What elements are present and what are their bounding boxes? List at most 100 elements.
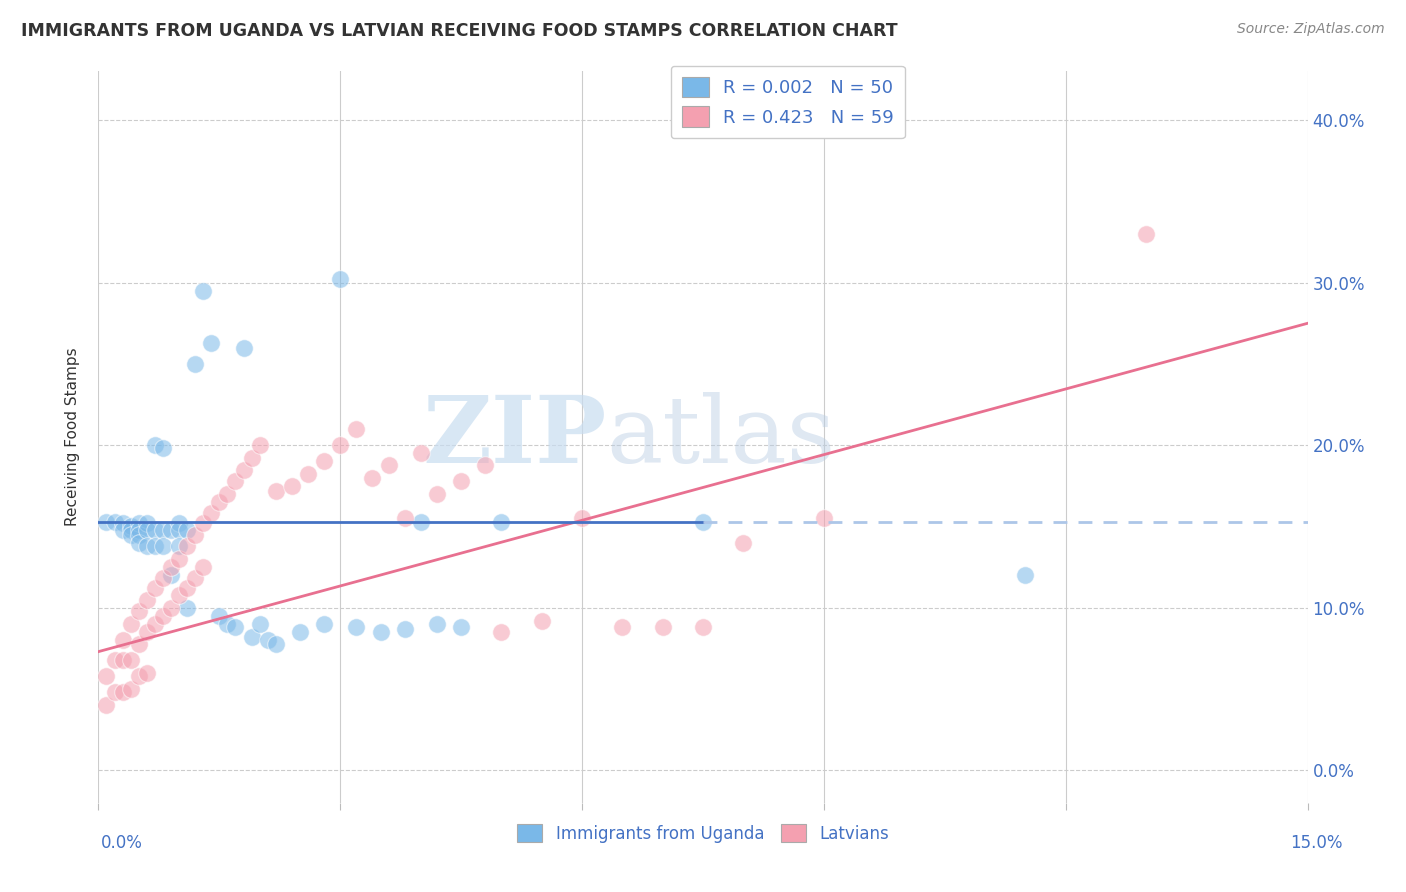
Point <box>450 620 472 634</box>
Point <box>128 535 150 549</box>
Point <box>409 515 432 529</box>
Point <box>394 622 416 636</box>
Point <box>120 653 142 667</box>
Point <box>224 474 246 488</box>
Point <box>143 581 166 595</box>
Point <box>193 516 215 531</box>
Point <box>193 284 215 298</box>
Point <box>240 451 263 466</box>
Point <box>813 511 835 525</box>
Point <box>152 523 174 537</box>
Point <box>530 614 553 628</box>
Point <box>344 620 367 634</box>
Point <box>184 572 207 586</box>
Point <box>208 608 231 623</box>
Point <box>152 608 174 623</box>
Point <box>167 552 190 566</box>
Point <box>167 588 190 602</box>
Legend: Immigrants from Uganda, Latvians: Immigrants from Uganda, Latvians <box>510 818 896 849</box>
Point <box>160 523 183 537</box>
Text: IMMIGRANTS FROM UGANDA VS LATVIAN RECEIVING FOOD STAMPS CORRELATION CHART: IMMIGRANTS FROM UGANDA VS LATVIAN RECEIV… <box>21 22 897 40</box>
Point <box>96 669 118 683</box>
Point <box>184 527 207 541</box>
Point <box>377 458 399 472</box>
Point <box>128 523 150 537</box>
Point <box>200 507 222 521</box>
Point <box>176 523 198 537</box>
Point <box>96 698 118 713</box>
Point <box>120 527 142 541</box>
Point <box>249 617 271 632</box>
Point <box>612 620 634 634</box>
Point <box>128 669 150 683</box>
Point <box>692 515 714 529</box>
Point <box>240 630 263 644</box>
Point <box>224 620 246 634</box>
Point <box>111 685 134 699</box>
Point <box>361 471 384 485</box>
Point <box>160 600 183 615</box>
Point <box>111 633 134 648</box>
Text: 0.0%: 0.0% <box>101 834 143 852</box>
Point <box>167 539 190 553</box>
Point <box>232 462 254 476</box>
Point <box>128 604 150 618</box>
Point <box>96 515 118 529</box>
Text: ZIP: ZIP <box>422 392 606 482</box>
Point <box>120 519 142 533</box>
Point <box>176 581 198 595</box>
Point <box>491 625 513 640</box>
Point <box>143 523 166 537</box>
Point <box>264 636 287 650</box>
Point <box>256 633 278 648</box>
Point <box>249 438 271 452</box>
Point <box>111 653 134 667</box>
Point <box>651 620 673 634</box>
Point <box>120 681 142 696</box>
Point <box>176 539 198 553</box>
Y-axis label: Receiving Food Stamps: Receiving Food Stamps <box>65 348 80 526</box>
Point <box>143 438 166 452</box>
Point <box>193 560 215 574</box>
Point <box>184 357 207 371</box>
Point <box>143 617 166 632</box>
Point <box>426 617 449 632</box>
Point <box>344 422 367 436</box>
Point <box>329 438 352 452</box>
Point <box>143 539 166 553</box>
Point <box>329 272 352 286</box>
Point <box>692 620 714 634</box>
Point <box>160 568 183 582</box>
Text: 15.0%: 15.0% <box>1291 834 1343 852</box>
Point <box>370 625 392 640</box>
Text: Source: ZipAtlas.com: Source: ZipAtlas.com <box>1237 22 1385 37</box>
Point <box>135 625 157 640</box>
Point <box>200 335 222 350</box>
Point <box>167 516 190 531</box>
Point <box>176 600 198 615</box>
Point <box>394 511 416 525</box>
Point <box>135 516 157 531</box>
Point <box>120 523 142 537</box>
Point <box>491 515 513 529</box>
Point <box>409 446 432 460</box>
Point <box>152 442 174 456</box>
Point <box>450 474 472 488</box>
Point <box>733 535 755 549</box>
Point <box>232 341 254 355</box>
Point <box>217 617 239 632</box>
Point <box>111 523 134 537</box>
Point <box>474 458 496 472</box>
Point <box>160 560 183 574</box>
Point <box>314 454 336 468</box>
Point <box>217 487 239 501</box>
Point <box>1014 568 1036 582</box>
Point <box>571 511 593 525</box>
Point <box>111 516 134 531</box>
Point <box>208 495 231 509</box>
Point <box>135 592 157 607</box>
Point <box>103 515 125 529</box>
Point <box>1135 227 1157 241</box>
Point <box>297 467 319 482</box>
Point <box>152 539 174 553</box>
